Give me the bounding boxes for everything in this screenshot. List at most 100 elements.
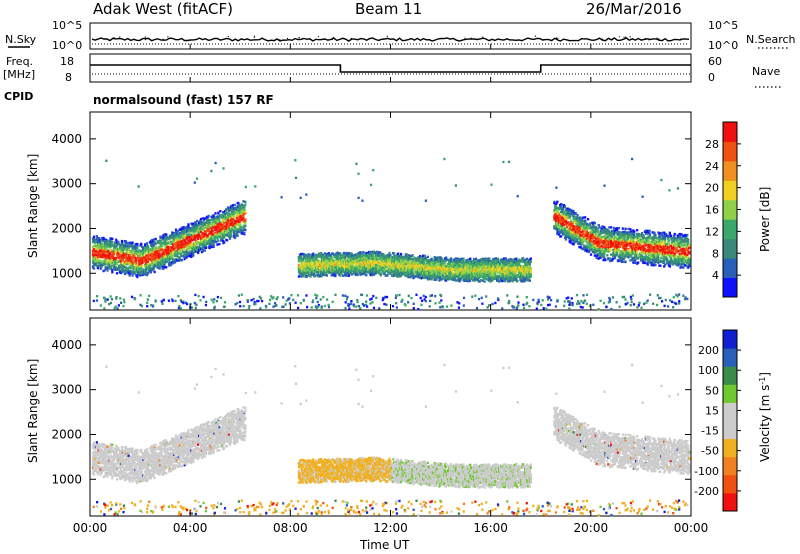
power-cell bbox=[188, 233, 191, 236]
power-cell bbox=[182, 233, 185, 237]
power-cell bbox=[92, 267, 96, 270]
power-cell bbox=[347, 274, 351, 277]
power-cell bbox=[443, 260, 446, 263]
power-cell bbox=[224, 214, 227, 217]
power-cell bbox=[332, 270, 335, 273]
nsky-spike bbox=[601, 38, 603, 40]
nsky-spike bbox=[332, 36, 335, 39]
power-cell bbox=[109, 239, 112, 242]
power-cell bbox=[243, 231, 246, 235]
nave-tick-bottom: 0 bbox=[708, 71, 715, 84]
power-cell bbox=[207, 214, 210, 218]
power-cell bbox=[384, 267, 387, 270]
power-cell bbox=[212, 220, 215, 224]
power-cell bbox=[202, 229, 205, 232]
power-cell bbox=[224, 233, 227, 237]
power-cell bbox=[158, 252, 161, 255]
power-cell bbox=[397, 254, 400, 258]
power-cell bbox=[367, 253, 370, 256]
power-cell bbox=[117, 240, 120, 243]
power-cell bbox=[234, 220, 237, 223]
power-cell bbox=[389, 266, 392, 269]
power-cell bbox=[244, 224, 247, 227]
power-cell bbox=[132, 244, 135, 248]
power-cell bbox=[242, 210, 245, 213]
power-cell bbox=[464, 265, 467, 268]
power-cell bbox=[234, 224, 237, 227]
power-cell bbox=[172, 258, 175, 261]
power-cell bbox=[385, 270, 388, 273]
power-cell bbox=[449, 272, 453, 275]
power-cell bbox=[342, 255, 345, 259]
power-cell bbox=[198, 223, 201, 226]
power-cell bbox=[145, 250, 149, 253]
power-cell bbox=[229, 213, 232, 216]
power-cell bbox=[375, 271, 378, 274]
power-cell bbox=[209, 244, 212, 247]
nsky-spike bbox=[648, 39, 650, 41]
beam-title: Beam 11 bbox=[355, 0, 422, 18]
power-cell bbox=[137, 264, 140, 268]
power-cell bbox=[320, 254, 323, 257]
nsky-spike bbox=[331, 38, 334, 41]
freq-label: Freq. bbox=[6, 55, 33, 68]
power-cell bbox=[134, 267, 137, 270]
power-cell bbox=[160, 239, 163, 242]
power-cell bbox=[228, 215, 232, 219]
power-cell bbox=[180, 246, 183, 249]
power-cell bbox=[191, 238, 194, 242]
power-cell bbox=[317, 273, 320, 277]
power-cell bbox=[174, 254, 178, 258]
power-cell bbox=[407, 275, 410, 279]
power-cell bbox=[161, 258, 164, 261]
power-cell bbox=[168, 236, 171, 239]
nsky-spike bbox=[580, 38, 583, 40]
power-cell bbox=[241, 205, 244, 208]
power-cell bbox=[174, 228, 178, 231]
power-cell bbox=[191, 242, 194, 246]
power-cell bbox=[361, 257, 364, 260]
power-cell bbox=[183, 257, 186, 261]
power-cell bbox=[145, 242, 149, 245]
power-cell bbox=[451, 267, 454, 270]
power-cell bbox=[155, 263, 158, 266]
power-cell bbox=[356, 263, 359, 266]
power-cell bbox=[159, 236, 162, 240]
power-cell bbox=[244, 221, 247, 224]
nsky-spike bbox=[144, 39, 147, 41]
nsky-spike bbox=[464, 37, 466, 39]
nsky-spike bbox=[119, 36, 121, 38]
power-cell bbox=[99, 267, 102, 270]
power-cell bbox=[389, 254, 392, 257]
power-cell bbox=[212, 243, 215, 247]
power-cell bbox=[446, 258, 449, 261]
power-cell bbox=[457, 264, 460, 267]
power-cell bbox=[215, 219, 218, 222]
power-cell bbox=[129, 245, 132, 248]
power-cell bbox=[233, 236, 236, 240]
nsky-spike bbox=[254, 35, 256, 37]
power-cell bbox=[231, 204, 234, 207]
power-cell bbox=[202, 226, 205, 229]
power-cell bbox=[97, 259, 100, 262]
power-cell bbox=[99, 259, 102, 263]
power-cell bbox=[371, 250, 374, 254]
power-cell bbox=[242, 200, 245, 203]
power-cell bbox=[129, 264, 132, 268]
power-cell bbox=[173, 261, 177, 264]
power-cell bbox=[165, 266, 168, 269]
power-cell bbox=[138, 249, 141, 252]
power-cell bbox=[221, 238, 224, 241]
power-cell bbox=[173, 246, 177, 249]
nsky-spike bbox=[631, 38, 633, 40]
power-cell bbox=[307, 267, 310, 270]
power-cell bbox=[144, 265, 147, 268]
power-cell bbox=[236, 216, 239, 219]
power-cell bbox=[108, 264, 111, 267]
power-cell bbox=[346, 272, 349, 275]
power-cell bbox=[197, 237, 200, 240]
power-cell bbox=[135, 259, 138, 262]
power-cell bbox=[219, 210, 222, 213]
power-cell bbox=[98, 240, 101, 244]
power-cell bbox=[307, 262, 310, 265]
